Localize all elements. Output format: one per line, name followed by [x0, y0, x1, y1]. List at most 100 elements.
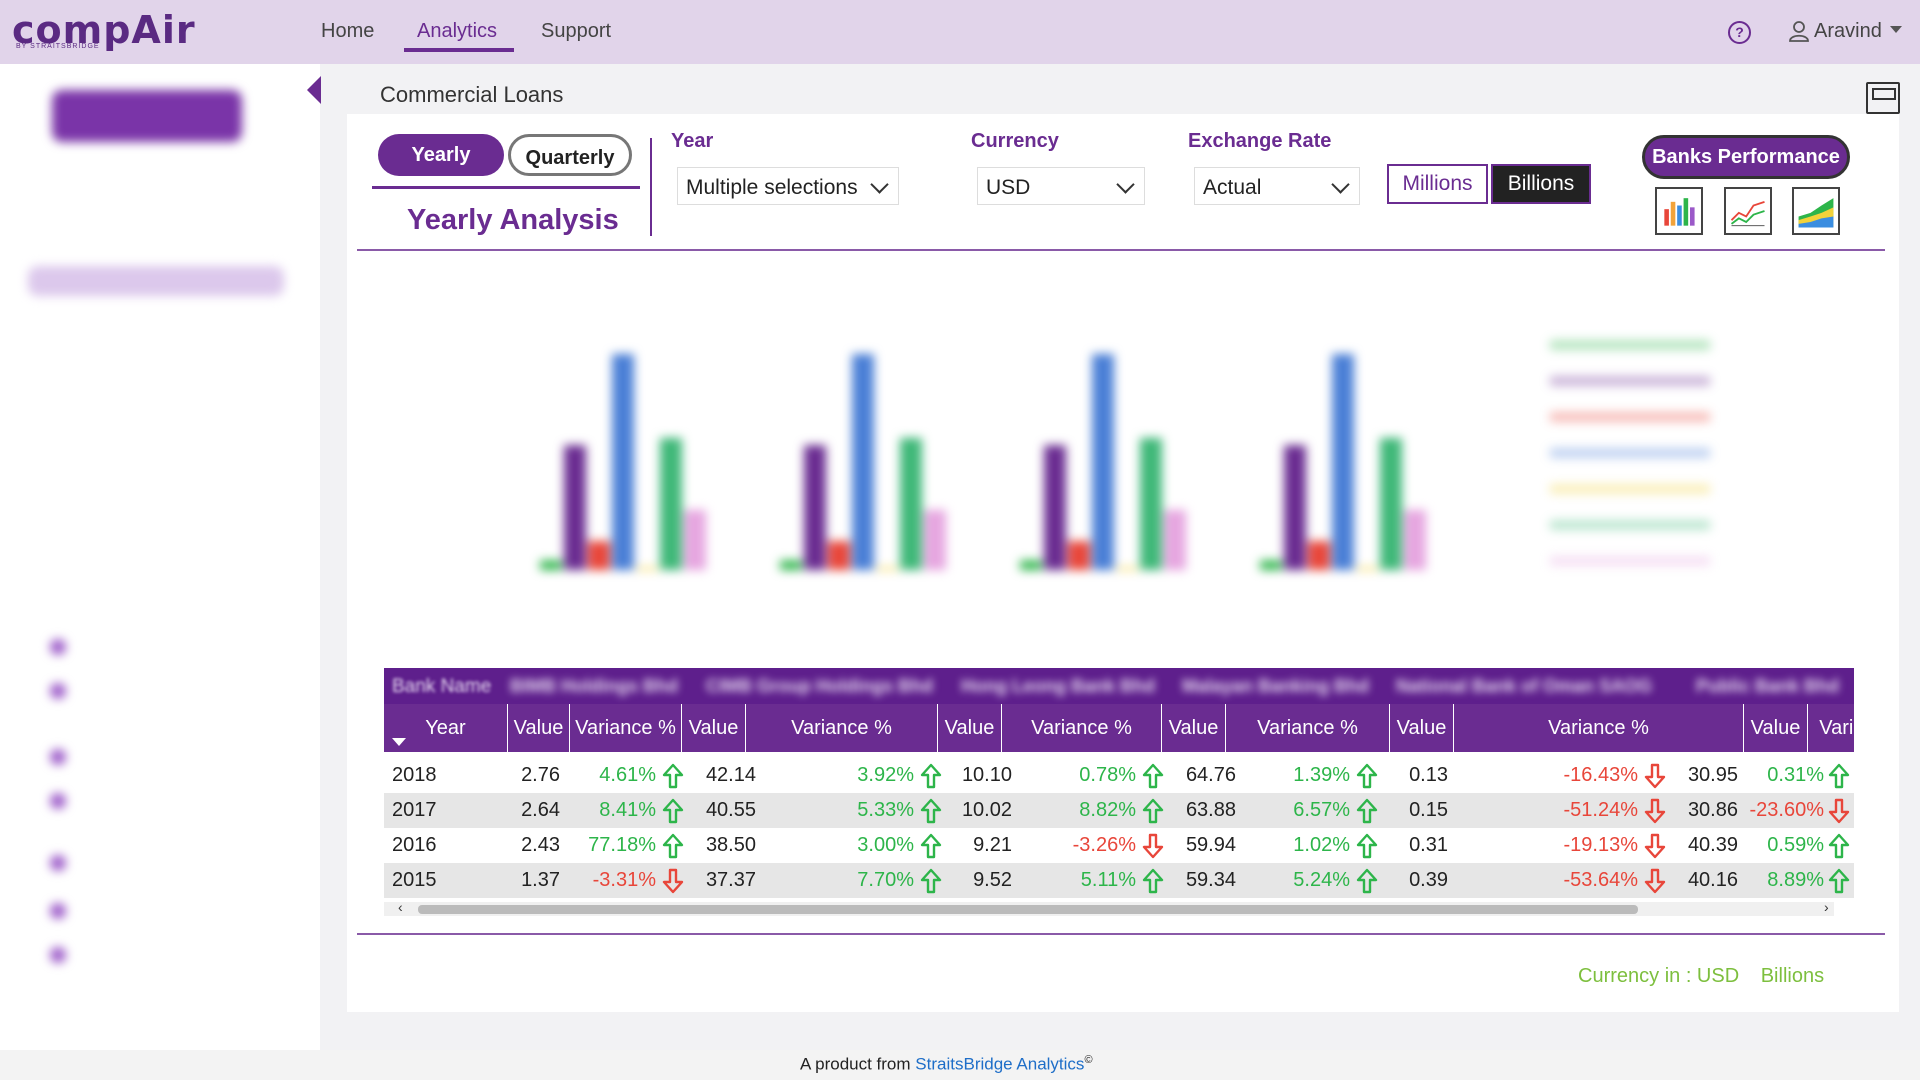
help-circle-icon[interactable]: ?: [1728, 21, 1751, 44]
arrow-up-icon: [920, 868, 942, 894]
nav-home[interactable]: Home: [321, 20, 375, 42]
sidebar-item[interactable]: [28, 496, 284, 526]
value-cell: 30.95: [1687, 764, 1738, 786]
arrow-down-icon: [662, 868, 684, 894]
table-row[interactable]: 2018 2.76 4.61% 42.14 3.92% 10.10 0.78% 64.76 1.…: [384, 758, 1854, 793]
exchange-rate-dropdown[interactable]: Actual: [1194, 167, 1360, 205]
value-column-header[interactable]: Value: [508, 704, 570, 752]
sidebar-bank-item[interactable]: [40, 946, 250, 964]
value-column-header[interactable]: Value: [1744, 704, 1808, 752]
line-chart-icon[interactable]: [1724, 187, 1772, 235]
year-cell: 2015: [392, 869, 437, 891]
variance-cell: -23.60%: [1749, 799, 1825, 821]
variance-cell: 8.82%: [1079, 799, 1136, 821]
variance-column-header[interactable]: Variance %: [1226, 704, 1390, 752]
chart-bar: [540, 560, 562, 570]
horizontal-scrollbar[interactable]: ‹ ›: [384, 899, 1834, 916]
year-column-header[interactable]: Year: [384, 704, 508, 752]
variance-cell: 1.39%: [1293, 764, 1350, 786]
chevron-down-icon[interactable]: [1890, 26, 1902, 33]
chevron-down-icon: [1331, 175, 1350, 194]
chart-bar: [1140, 438, 1162, 570]
sidebar-bank-item[interactable]: [40, 902, 250, 920]
variance-column-header[interactable]: Variance %: [746, 704, 938, 752]
variance-column-header[interactable]: Variance %: [1002, 704, 1162, 752]
remove-icon[interactable]: [50, 683, 67, 700]
sidebar-item[interactable]: [28, 404, 284, 434]
value-cell: 0.39: [1409, 869, 1448, 891]
brand-logo-sub: BY STRAITSBRIDGE: [16, 43, 100, 50]
sidebar-bank-item[interactable]: [40, 792, 250, 810]
arrow-down-icon: [1644, 868, 1666, 894]
sidebar-bank-item[interactable]: [40, 748, 250, 766]
table-bank-header: Bank Name BIMB Holdings Bhd CIMB Group H…: [384, 668, 1854, 704]
divider: [650, 138, 652, 236]
footer-copyright-mark: ©: [1084, 1054, 1093, 1066]
top-nav-bar: compAir BY STRAITSBRIDGE Home Analytics …: [0, 0, 1920, 64]
sidebar-item[interactable]: [28, 450, 284, 480]
sidebar-item[interactable]: [28, 358, 284, 388]
arrow-up-icon: [1828, 833, 1850, 859]
value-column-header[interactable]: Value: [1390, 704, 1454, 752]
nav-support[interactable]: Support: [541, 20, 612, 42]
legend-swatch: [1550, 340, 1710, 350]
divider: [357, 249, 1885, 251]
sidebar-blurred-content: [0, 64, 320, 1050]
nav-analytics[interactable]: Analytics: [417, 20, 498, 42]
save-icon[interactable]: [1866, 82, 1900, 114]
table-row[interactable]: 2015 1.37 -3.31% 37.37 7.70% 9.52 5.11% 59.34 5.…: [384, 863, 1854, 898]
arrow-up-icon: [1356, 763, 1378, 789]
sidebar-item[interactable]: [28, 312, 284, 342]
arrow-up-icon: [920, 763, 942, 789]
table-row[interactable]: 2017 2.64 8.41% 40.55 5.33% 10.02 8.82% 63.88 6.…: [384, 793, 1854, 828]
chart-bar: [1068, 541, 1090, 570]
variance-column-header[interactable]: Variance %: [570, 704, 682, 752]
value-column-header[interactable]: Value: [938, 704, 1002, 752]
collapse-sidebar-icon[interactable]: [307, 76, 321, 104]
sidebar: [0, 64, 320, 1050]
scrollbar-thumb[interactable]: [418, 905, 1638, 914]
chart-bar: [1308, 541, 1330, 570]
sidebar-item[interactable]: [28, 266, 284, 296]
banks-performance-button[interactable]: Banks Performance: [1642, 135, 1850, 179]
quarterly-toggle[interactable]: Quarterly: [508, 134, 632, 176]
remove-icon[interactable]: [50, 793, 67, 810]
sidebar-bank-item[interactable]: [40, 682, 250, 700]
remove-icon[interactable]: [50, 855, 67, 872]
brand-logo[interactable]: compAir: [12, 8, 196, 52]
remove-icon[interactable]: [50, 749, 67, 766]
arrow-up-icon: [662, 798, 684, 824]
user-menu[interactable]: Aravind: [1814, 20, 1882, 42]
sort-descending-icon[interactable]: [392, 738, 406, 746]
table-row[interactable]: 2016 2.43 77.18% 38.50 3.00% 9.21 -3.26% 59.94 1…: [384, 828, 1854, 863]
scroll-right-icon[interactable]: ›: [1824, 899, 1829, 915]
variance-cell: 0.31%: [1767, 764, 1824, 786]
variance-column-header[interactable]: Variance %: [1454, 704, 1744, 752]
chart-bar: [588, 541, 610, 570]
value-column-header[interactable]: Value: [1162, 704, 1226, 752]
bank-header: Hong Leong Bank Bhd: [961, 676, 1155, 696]
footer-brand-link[interactable]: StraitsBridge Analytics: [915, 1054, 1085, 1074]
year-filter-label: Year: [671, 130, 714, 152]
sidebar-bank-item[interactable]: [40, 854, 250, 872]
value-cell: 9.52: [973, 869, 1012, 891]
chart-bar: [1404, 510, 1426, 570]
variance-cell: -51.24%: [1563, 799, 1639, 821]
variance-column-header[interactable]: Variance %: [1819, 717, 1854, 787]
billions-button[interactable]: Billions: [1491, 164, 1591, 204]
user-icon[interactable]: [1788, 20, 1810, 42]
chart-bar: [1380, 438, 1402, 570]
scroll-left-icon[interactable]: ‹: [398, 899, 403, 915]
year-dropdown[interactable]: Multiple selections: [677, 167, 899, 205]
sidebar-action-button[interactable]: [52, 90, 242, 142]
remove-icon[interactable]: [50, 903, 67, 920]
area-chart-icon[interactable]: [1792, 187, 1840, 235]
millions-button[interactable]: Millions: [1387, 164, 1488, 204]
value-column-header[interactable]: Value: [682, 704, 746, 752]
currency-dropdown[interactable]: USD: [977, 167, 1145, 205]
remove-icon[interactable]: [50, 947, 67, 964]
bar-chart-icon[interactable]: [1655, 187, 1703, 235]
sidebar-bank-item[interactable]: [40, 638, 250, 656]
yearly-toggle[interactable]: Yearly: [378, 134, 504, 176]
remove-icon[interactable]: [50, 639, 67, 656]
